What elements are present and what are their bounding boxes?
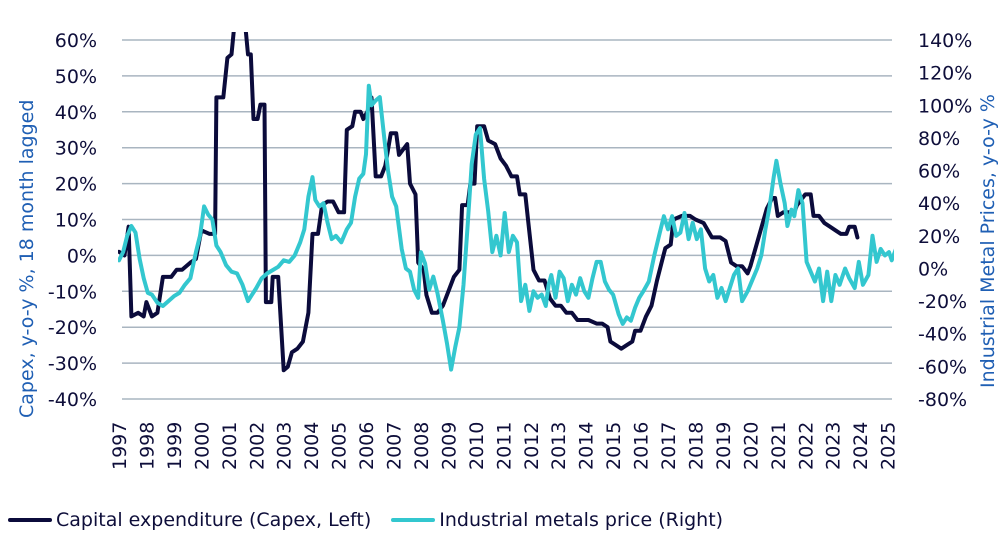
y-axis-left-title: Capex, y-o-y %, 18 month lagged [16, 100, 38, 418]
x-tick-label: 2020 [740, 422, 762, 470]
x-tick-label: 2001 [219, 422, 241, 470]
x-tick-label: 2007 [384, 422, 406, 470]
x-tick-label: 2023 [823, 422, 845, 470]
x-tick-label: 2006 [356, 422, 378, 470]
x-tick-label: 2019 [713, 422, 735, 470]
x-tick-label: 2003 [274, 422, 296, 470]
x-tick-label: 2016 [631, 422, 653, 470]
legend-swatch-metals [391, 518, 436, 522]
x-tick-label: 2017 [658, 422, 680, 470]
x-tick-label: 1998 [136, 422, 158, 470]
series-line-metals [118, 83, 894, 372]
y-tick-label: 60% [55, 30, 97, 52]
x-tick-label: 2013 [548, 422, 570, 470]
y2-tick-label: 120% [918, 63, 972, 85]
y2-tick-label: 80% [918, 128, 960, 150]
y2-tick-label: 20% [918, 226, 960, 248]
x-tick-label: 2008 [411, 422, 433, 470]
x-tick-label: 2018 [685, 422, 707, 470]
y2-tick-label: 0% [918, 258, 948, 280]
y-tick-label: 30% [55, 138, 97, 160]
y2-tick-label: 100% [918, 95, 972, 117]
x-tick-label: 2014 [576, 422, 598, 470]
series-line-capex [118, 32, 860, 373]
x-tick-label: 2009 [438, 422, 460, 470]
y2-tick-label: -40% [918, 324, 967, 346]
x-tick-label: 2015 [603, 422, 625, 470]
x-tick-label: 2021 [768, 422, 790, 470]
y2-tick-label: -80% [918, 389, 967, 411]
y2-tick-label: 140% [918, 30, 972, 52]
y-tick-label: -20% [48, 317, 97, 339]
legend-item-capex: Capital expenditure (Capex, Left) [8, 509, 371, 531]
y-tick-label: -40% [48, 389, 97, 411]
legend-label-metals: Industrial metals price (Right) [439, 509, 724, 531]
y-tick-label: 40% [55, 102, 97, 124]
y2-tick-label: -60% [918, 356, 967, 378]
y-tick-label: 10% [55, 210, 97, 232]
y2-tick-label: -20% [918, 291, 967, 313]
y2-tick-label: 40% [918, 193, 960, 215]
y2-tick-label: 60% [918, 161, 960, 183]
legend-swatch-capex [8, 518, 52, 522]
y-tick-label: 20% [55, 174, 97, 196]
x-tick-label: 2024 [850, 422, 872, 470]
x-tick-label: 2022 [795, 422, 817, 470]
x-axis-ticks: 1997 1998 1999 2000 2001 2002 2003 2004 2005 2006… [109, 422, 900, 470]
x-tick-label: 1997 [109, 422, 131, 470]
series-lines [118, 32, 894, 373]
legend-label-capex: Capital expenditure (Capex, Left) [56, 509, 372, 531]
x-tick-label: 2012 [521, 422, 543, 470]
x-tick-label: 1999 [164, 422, 186, 470]
y-tick-label: 50% [55, 66, 97, 88]
legend-item-metals: Industrial metals price (Right) [391, 509, 723, 531]
x-tick-label: 2000 [191, 422, 213, 470]
x-tick-label: 2002 [246, 422, 268, 470]
y-axis-left-ticks: 60% 50% 40% 30% 20% 10% 0% -10% -20% -30% -40% [48, 30, 97, 411]
x-tick-label: 2004 [301, 422, 323, 470]
y-axis-right-ticks: 140% 120% 100% 80% 60% 40% 20% 0% -20% -40% -60% -8… [918, 30, 972, 411]
x-tick-label: 2011 [493, 422, 515, 470]
y-tick-label: 0% [67, 245, 97, 267]
x-tick-label: 2005 [329, 422, 351, 470]
legend: Capital expenditure (Capex, Left) Indust… [8, 506, 743, 534]
x-tick-label: 2010 [466, 422, 488, 470]
x-tick-label: 2025 [878, 422, 900, 470]
y-axis-right-title: Industrial Metal Prices, y-o-y % [977, 94, 999, 388]
y-tick-label: -10% [48, 281, 97, 303]
y-tick-label: -30% [48, 353, 97, 375]
